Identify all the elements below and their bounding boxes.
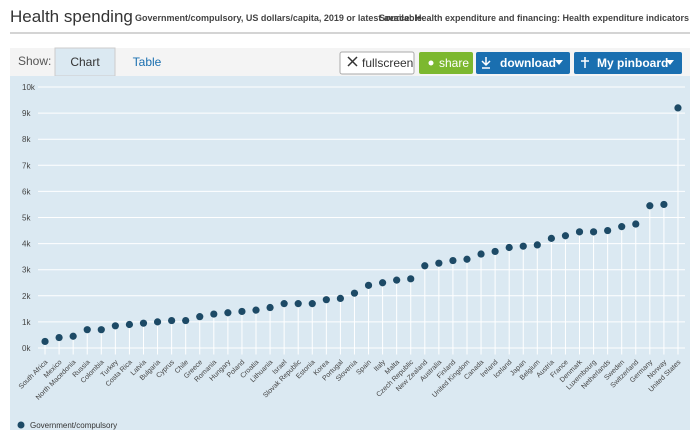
dot xyxy=(252,306,260,314)
dot xyxy=(294,300,302,308)
share-button[interactable] xyxy=(419,52,473,74)
dot xyxy=(364,281,373,289)
dot xyxy=(182,316,190,325)
source: Source: Health expenditure and financing… xyxy=(379,13,689,23)
dot xyxy=(660,200,668,209)
dot xyxy=(111,322,119,330)
dot xyxy=(618,223,626,231)
subtitle: Government/compulsory, US dollars/capita… xyxy=(135,13,422,23)
y-tick-label: 9k xyxy=(22,109,31,118)
dot xyxy=(477,250,485,258)
dot xyxy=(378,279,387,287)
tab-active[interactable] xyxy=(54,47,116,77)
dot xyxy=(491,247,499,256)
dot xyxy=(393,276,401,284)
y-tick-label: 3k xyxy=(22,266,31,275)
dot xyxy=(575,228,584,236)
dot xyxy=(69,332,77,340)
dot xyxy=(97,326,105,334)
icon xyxy=(481,57,491,69)
chart-area xyxy=(10,76,690,430)
dot xyxy=(266,303,274,312)
y-tick-label: 2k xyxy=(22,292,31,301)
dot xyxy=(322,296,330,304)
dot xyxy=(604,226,612,235)
dot xyxy=(308,300,316,308)
y-tick-label: 7k xyxy=(22,161,31,170)
y-tick-label: 10k xyxy=(22,83,36,92)
dot xyxy=(589,228,598,236)
y-tick-label: 5k xyxy=(22,214,31,223)
button-label[interactable]: share xyxy=(439,56,469,70)
dot xyxy=(463,255,471,263)
y-tick-label: 1k xyxy=(22,318,31,327)
pinboard-button[interactable] xyxy=(574,52,682,74)
dot xyxy=(505,243,513,252)
y-tick-label: 6k xyxy=(22,187,31,196)
button-label[interactable]: download xyxy=(500,56,556,70)
y-tick-label: 0k xyxy=(22,344,31,353)
dot xyxy=(55,333,63,342)
fullscreen-button[interactable] xyxy=(339,51,415,75)
dot xyxy=(153,318,162,326)
dot xyxy=(646,202,654,210)
dot xyxy=(674,104,682,112)
legend-label: Government/compulsory xyxy=(30,421,117,430)
dot xyxy=(224,309,232,317)
dot xyxy=(435,259,443,267)
dot xyxy=(336,294,345,302)
dot xyxy=(519,242,527,250)
y-tick-label: 8k xyxy=(22,135,31,144)
title: Health spending xyxy=(10,7,133,26)
icon xyxy=(428,60,434,66)
dot xyxy=(41,337,49,346)
dot xyxy=(407,275,415,283)
legend-marker xyxy=(17,421,25,429)
show-label: Show: xyxy=(18,54,51,68)
dot xyxy=(238,307,246,316)
y-tick-label: 4k xyxy=(22,240,31,249)
download-button[interactable] xyxy=(476,52,570,74)
icon xyxy=(347,56,358,67)
dot xyxy=(547,234,555,242)
button-label[interactable]: My pinboard xyxy=(597,56,668,70)
dot xyxy=(210,310,218,318)
dot xyxy=(533,241,541,249)
tab[interactable]: Chart xyxy=(70,55,100,69)
dot xyxy=(421,262,429,270)
icon xyxy=(581,57,589,68)
dot xyxy=(196,313,204,321)
caret xyxy=(666,60,674,65)
dot xyxy=(449,256,457,265)
dot xyxy=(280,300,288,308)
dot xyxy=(139,319,148,327)
caret xyxy=(555,60,563,65)
dot xyxy=(125,320,134,329)
button-label[interactable]: fullscreen xyxy=(362,56,413,70)
dot xyxy=(168,316,176,325)
dot xyxy=(632,220,640,228)
tab[interactable]: Table xyxy=(133,55,162,69)
dot xyxy=(350,289,359,297)
dot xyxy=(561,232,570,240)
dot xyxy=(83,326,91,334)
